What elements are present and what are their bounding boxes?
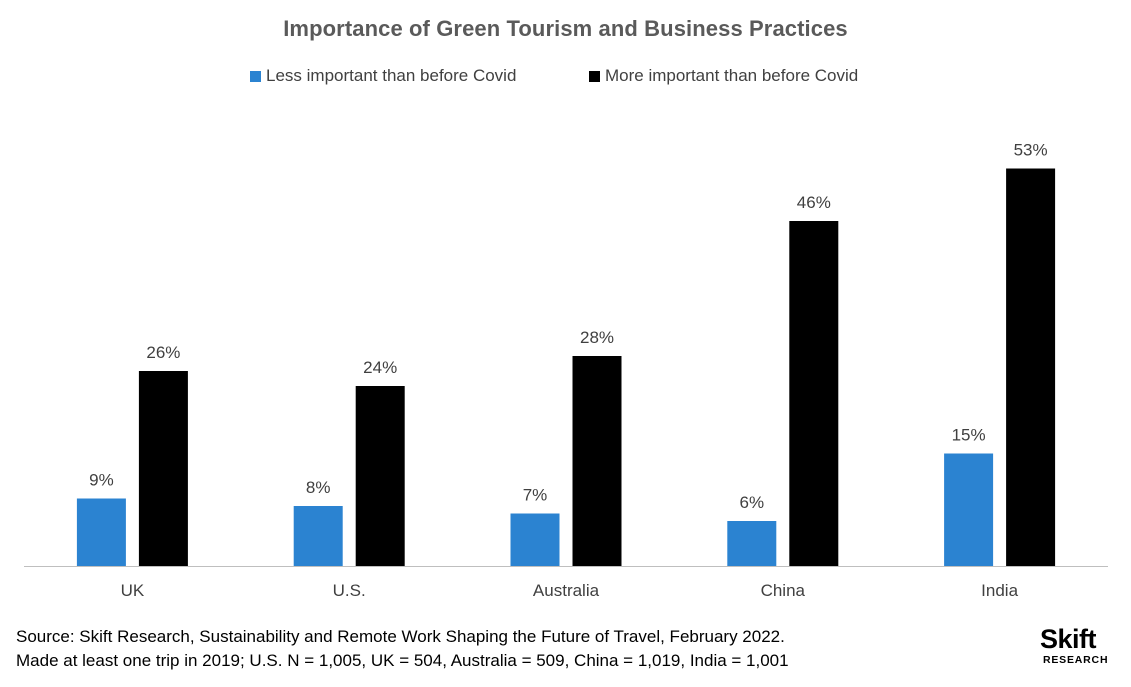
data-label-china-series-1: 6%: [740, 493, 765, 512]
logo-subtitle: RESEARCH: [1043, 654, 1109, 666]
data-label-uk-series-2: 26%: [146, 343, 180, 362]
bar-australia-series-1: [510, 513, 560, 566]
data-label-china-series-2: 46%: [797, 193, 831, 212]
x-tick-label-china: China: [761, 581, 806, 600]
bar-uk-series-2: [138, 371, 188, 566]
legend-swatch-less-important: [250, 70, 261, 82]
bar-india-series-2: [1006, 168, 1056, 566]
x-tick-label-uk: UK: [121, 581, 145, 600]
footnote-source-line: Source: Skift Research, Sustainability a…: [16, 627, 785, 646]
logo-wordmark: Skift: [1040, 624, 1097, 654]
bar-china-series-2: [789, 221, 839, 566]
legend-item-less-important: Less important than before Covid: [250, 66, 516, 86]
x-tick-label-india: India: [981, 581, 1018, 600]
skift-research-logo: Skift RESEARCH: [1040, 626, 1120, 667]
footnote-sample-line: Made at least one trip in 2019; U.S. N =…: [16, 651, 789, 670]
chart-title: Importance of Green Tourism and Business…: [283, 16, 848, 41]
x-tick-label-u-s: U.S.: [333, 581, 366, 600]
data-label-india-series-1: 15%: [952, 426, 986, 445]
bar-u-s-series-1: [293, 506, 343, 566]
legend-swatch-more-important: [589, 70, 600, 82]
chart-legend: Less important than before Covid More im…: [0, 66, 1131, 90]
data-label-australia-series-1: 7%: [523, 486, 548, 505]
data-label-india-series-2: 53%: [1014, 141, 1048, 160]
data-label-uk-series-1: 9%: [89, 471, 114, 490]
legend-label-more-important: More important than before Covid: [605, 66, 859, 85]
data-label-u-s-series-2: 24%: [363, 358, 397, 377]
legend-item-more-important: More important than before Covid: [589, 66, 858, 86]
bar-u-s-series-2: [355, 386, 405, 566]
data-label-australia-series-2: 28%: [580, 328, 614, 347]
legend-label-less-important: Less important than before Covid: [266, 66, 517, 85]
x-tick-label-australia: Australia: [533, 581, 600, 600]
bar-uk-series-1: [76, 498, 126, 566]
data-label-u-s-series-1: 8%: [306, 478, 331, 497]
bar-china-series-1: [727, 521, 777, 566]
source-footnote: Source: Skift Research, Sustainability a…: [16, 625, 789, 673]
bar-australia-series-2: [572, 356, 622, 566]
bar-india-series-1: [944, 453, 994, 566]
